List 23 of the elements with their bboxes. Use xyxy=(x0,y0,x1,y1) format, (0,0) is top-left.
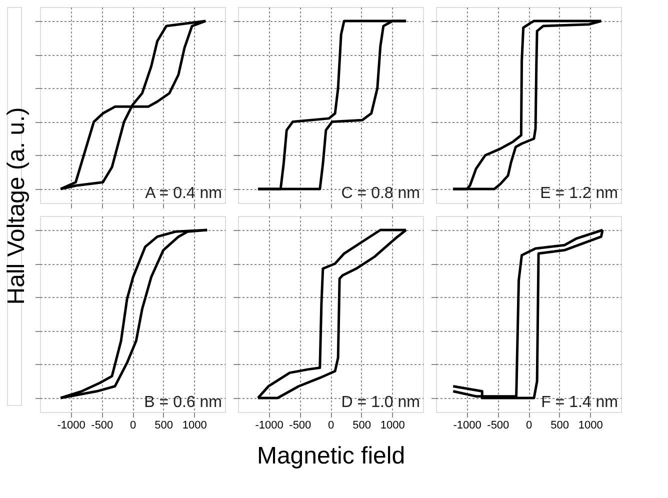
annotation: C = 0.8 nm xyxy=(341,185,420,202)
annotation: E = 1.2 nm xyxy=(540,185,618,202)
annotation: D = 1.0 nm xyxy=(341,394,420,411)
x-tick-label: -1000 xyxy=(453,420,482,432)
annotation: F = 1.4 nm xyxy=(541,394,618,411)
x-tick-label: 500 xyxy=(352,420,372,432)
x-tick-label: 0 xyxy=(328,420,334,432)
x-axis-title: Magnetic field xyxy=(256,442,406,470)
x-tick-label: 500 xyxy=(550,420,570,432)
x-tick-label: -500 xyxy=(487,420,510,432)
x-tick-label: 0 xyxy=(526,420,532,432)
annotation: A = 0.4 nm xyxy=(145,185,222,202)
y-axis-title: Hall Voltage (a. u.) xyxy=(3,107,30,305)
x-tick-label: 1000 xyxy=(380,420,405,432)
x-tick-label: 0 xyxy=(130,420,136,432)
x-tick-label: -1000 xyxy=(255,420,284,432)
x-tick-label: 500 xyxy=(154,420,174,432)
x-tick-label: 1000 xyxy=(578,420,603,432)
x-tick-label: 1000 xyxy=(182,420,207,432)
annotation: B = 0.6 nm xyxy=(144,394,222,411)
x-tick-label: -500 xyxy=(289,420,312,432)
x-tick-label: -1000 xyxy=(57,420,86,432)
x-tick-label: -500 xyxy=(91,420,114,432)
